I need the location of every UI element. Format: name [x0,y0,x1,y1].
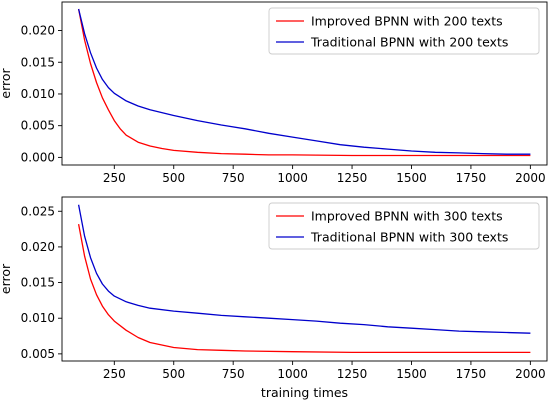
series-line-traditional [77,204,531,334]
y-tick-label: 0.020 [21,240,55,254]
y-axis-label: error [0,263,13,294]
x-tick-label: 1750 [456,171,487,185]
x-axis-label: training times [261,385,348,400]
series-line-improved [77,223,531,354]
y-tick-label: 0.025 [21,204,55,218]
x-tick-label: 750 [222,367,245,381]
x-tick-label: 1250 [337,171,368,185]
y-tick-label: 0.020 [21,24,55,38]
series-line-improved [77,8,531,157]
x-tick-label: 250 [103,171,126,185]
axes-frame [61,196,548,362]
x-tick-label: 500 [162,171,185,185]
legend-box [268,7,540,55]
axes-frame [61,1,548,166]
legend-entry: Improved BPNN with 200 texts [311,14,503,29]
x-tick-label: 500 [162,367,185,381]
x-tick-label: 1000 [277,367,308,381]
x-tick-label: 2000 [515,171,546,185]
x-tick-label: 2000 [515,367,546,381]
y-tick-label: 0.010 [21,311,55,325]
x-tick-label: 1750 [456,367,487,381]
y-tick-label: 0.000 [21,150,55,164]
y-tick-label: 0.005 [21,347,55,361]
y-tick-label: 0.005 [21,119,55,133]
legend-entry: Traditional BPNN with 300 texts [310,230,508,245]
x-tick-label: 250 [103,367,126,381]
legend-entry: Improved BPNN with 300 texts [311,209,503,224]
y-tick-label: 0.010 [21,87,55,101]
subplot-2: 250 500 750 1000 1250 1500 1750 2000 0.005 0.010 0… [0,196,548,400]
y-axis-label: error [0,68,13,99]
y-tick-label: 0.015 [21,276,55,290]
x-tick-label: 1500 [396,171,427,185]
legend-entry: Traditional BPNN with 200 texts [310,35,508,50]
legend-box [268,202,540,250]
legend: Improved BPNN with 200 texts Traditional … [268,7,540,55]
series-line-traditional [77,8,531,155]
x-tick-label: 1000 [277,171,308,185]
x-tick-label: 750 [222,171,245,185]
legend: Improved BPNN with 300 texts Traditional … [268,202,540,250]
subplot-1: 250 500 750 1000 1250 1500 1750 2000 0.000 0.005 0… [0,1,548,185]
x-tick-label: 1500 [396,367,427,381]
y-tick-label: 0.015 [21,55,55,69]
x-tick-label: 1250 [337,367,368,381]
